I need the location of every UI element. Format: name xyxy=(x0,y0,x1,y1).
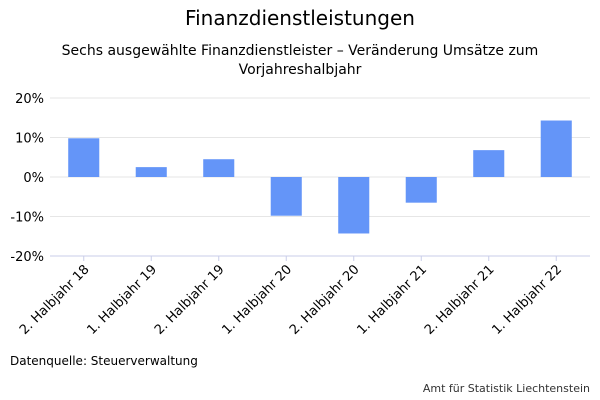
credit-label: Amt für Statistik Liechtenstein xyxy=(422,382,590,395)
y-tick-label: 20% xyxy=(15,92,44,107)
bar xyxy=(68,138,100,177)
x-tick-label: 2. Halbjahr 18 xyxy=(17,262,93,338)
bar xyxy=(540,120,572,177)
bar xyxy=(473,150,505,177)
x-tick-label: 1. Halbjahr 19 xyxy=(84,262,160,338)
bar xyxy=(405,177,437,203)
x-tick-label: 2. Halbjahr 19 xyxy=(152,262,228,338)
x-tick-label: 2. Halbjahr 21 xyxy=(422,262,498,338)
chart-subtitle: Sechs ausgewählte Finanzdienstleister – … xyxy=(61,43,539,78)
bar xyxy=(203,159,235,177)
y-tick-label: 0% xyxy=(23,171,44,186)
x-tick-label: 1. Halbjahr 20 xyxy=(219,262,295,338)
data-source: Datenquelle: Steuerverwaltung xyxy=(10,354,198,368)
x-tick-label: 1. Halbjahr 21 xyxy=(354,262,430,338)
bar xyxy=(270,177,302,216)
bar xyxy=(338,177,370,234)
grid-lines xyxy=(50,97,590,257)
y-tick-label: -20% xyxy=(10,250,44,265)
y-axis-ticks: 20% 10% 0% -10% -20% xyxy=(10,92,44,265)
x-axis-ticks: 2. Halbjahr 181. Halbjahr 192. Halbjahr … xyxy=(17,256,565,338)
chart-title: Finanzdienstleistungen xyxy=(185,6,415,30)
y-tick-label: 10% xyxy=(15,132,44,147)
bars xyxy=(68,120,572,234)
x-tick-label: 1. Halbjahr 22 xyxy=(489,262,565,338)
x-tick-label: 2. Halbjahr 20 xyxy=(287,262,363,338)
y-tick-label: -10% xyxy=(10,211,44,226)
bar xyxy=(135,167,167,177)
